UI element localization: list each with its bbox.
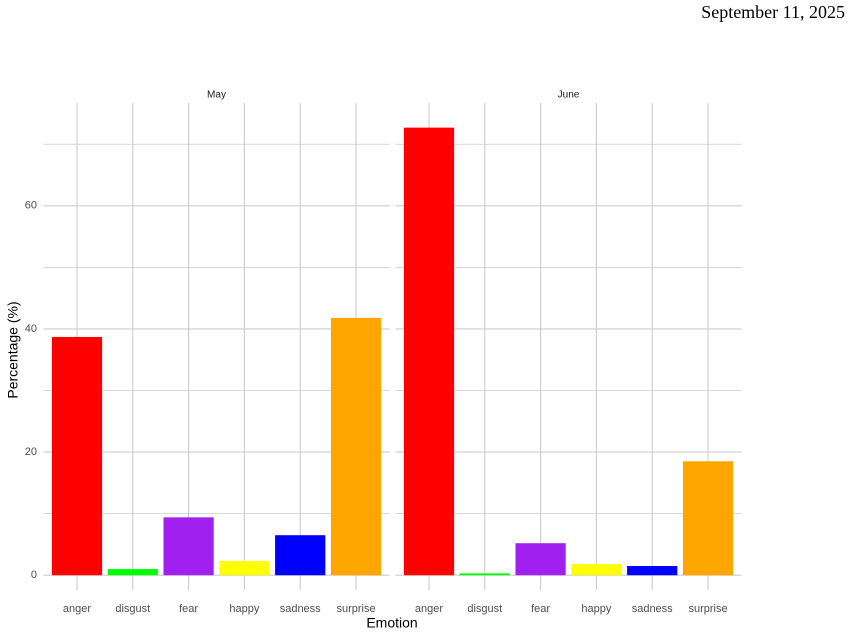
y-tick-label: 40 — [25, 323, 37, 335]
x-tick-label: sadness — [280, 603, 321, 615]
x-axis-title: Emotion — [366, 615, 417, 631]
facet-title: June — [558, 90, 580, 101]
bar — [571, 564, 622, 576]
x-tick-label: happy — [581, 603, 611, 615]
y-tick-label: 60 — [25, 200, 37, 212]
x-tick-label: fear — [179, 603, 198, 615]
bar — [51, 336, 103, 576]
bar — [275, 535, 326, 576]
x-tick-label: fear — [531, 603, 550, 615]
bar — [515, 543, 566, 576]
facet-title: May — [207, 90, 226, 101]
x-tick-label: surprise — [336, 603, 375, 615]
x-tick-label: anger — [63, 603, 91, 615]
y-tick-label: 0 — [31, 569, 37, 581]
bar — [107, 569, 158, 576]
bar — [682, 461, 734, 576]
x-tick-label: sadness — [632, 603, 673, 615]
y-tick-label: 20 — [25, 446, 37, 458]
x-tick-label: happy — [229, 603, 259, 615]
x-tick-label: anger — [415, 603, 443, 615]
x-tick-label: surprise — [688, 603, 727, 615]
bar — [330, 317, 382, 576]
bar — [627, 565, 678, 576]
y-axis-title: Percentage (%) — [5, 301, 21, 398]
x-tick-label: disgust — [467, 603, 502, 615]
bar — [459, 573, 510, 576]
x-tick-label: disgust — [115, 603, 150, 615]
bar — [163, 517, 214, 576]
bar — [219, 561, 270, 576]
bar — [403, 127, 455, 576]
date: September 11, 2025 — [701, 2, 845, 22]
